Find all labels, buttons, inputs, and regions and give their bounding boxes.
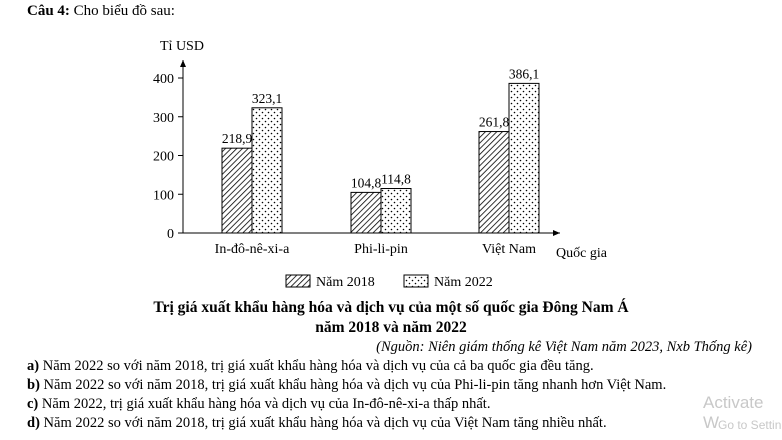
y-tick-label: 200 <box>153 150 174 165</box>
y-tick-label: 400 <box>153 72 174 87</box>
answer-b-key: b) <box>27 377 40 393</box>
bar-value-label: 104,8 <box>351 175 382 190</box>
answer-b-text: Năm 2022 so với năm 2018, trị giá xuất k… <box>43 377 667 393</box>
answer-a: a) Năm 2022 so với năm 2018, trị giá xuấ… <box>27 357 666 376</box>
y-tick-label: 100 <box>153 188 174 203</box>
y-axis-arrow <box>180 60 186 67</box>
x-axis-arrow <box>553 230 560 236</box>
bar-value-label: 323,1 <box>252 91 282 106</box>
answer-d-text: Năm 2022 so với năm 2018, trị giá xuất k… <box>43 415 607 431</box>
bar-value-label: 218,9 <box>222 131 253 146</box>
answer-b: b) Năm 2022 so với năm 2018, trị giá xuấ… <box>27 376 666 395</box>
y-tick-label: 0 <box>167 227 174 242</box>
answer-d: d) Năm 2022 so với năm 2018, trị giá xuấ… <box>27 414 666 433</box>
legend-label: Năm 2022 <box>434 275 493 290</box>
answer-c-text: Năm 2022, trị giá xuất khẩu hàng hóa và … <box>41 396 491 412</box>
question-number: Câu 4: <box>27 3 70 19</box>
y-tick-label: 300 <box>153 111 174 126</box>
question-intro: Cho biểu đồ sau: <box>73 3 175 19</box>
bar-2022 <box>251 107 283 234</box>
legend-swatch <box>285 274 311 288</box>
bar-2018 <box>478 131 510 234</box>
bar-value-label: 386,1 <box>509 66 539 81</box>
bar-chart: Tỉ USD Quốc gia 0 100 200 300 400 218,9 323,1 In… <box>153 39 608 290</box>
x-axis-label: Quốc gia <box>556 246 608 261</box>
go-to-settings-watermark: Go to Settin <box>718 418 782 432</box>
bar-2022 <box>508 82 540 234</box>
chart-caption-line2: năm 2018 và năm 2022 <box>315 319 467 336</box>
question-header: Câu 4: Cho biểu đồ sau: <box>27 3 175 20</box>
category-label: Việt Nam <box>482 242 536 257</box>
legend-swatch <box>403 274 429 288</box>
answer-d-key: d) <box>27 415 40 431</box>
answer-a-text: Năm 2022 so với năm 2018, trị giá xuất k… <box>42 358 594 374</box>
chart-caption-line1: Trị giá xuất khẩu hàng hóa và dịch vụ củ… <box>153 299 629 316</box>
answer-c-key: c) <box>27 396 39 412</box>
answer-a-key: a) <box>27 358 40 374</box>
bar-value-label: 114,8 <box>381 172 411 187</box>
category-label: Phi-li-pin <box>354 242 408 257</box>
bar-2018 <box>221 147 253 234</box>
legend-label: Năm 2018 <box>316 275 375 290</box>
bar-2022 <box>380 188 412 234</box>
answer-c: c) Năm 2022, trị giá xuất khẩu hàng hóa … <box>27 395 666 414</box>
bar-value-label: 261,8 <box>479 115 510 130</box>
bar-2018 <box>350 191 382 234</box>
y-axis-label: Tỉ USD <box>160 39 204 54</box>
chart-source: (Nguồn: Niên giám thống kê Việt Nam năm … <box>376 339 752 355</box>
answer-list: a) Năm 2022 so với năm 2018, trị giá xuấ… <box>27 357 666 433</box>
category-label: In-đô-nê-xi-a <box>215 242 290 257</box>
activate-windows-watermark: Activate W <box>703 393 764 432</box>
